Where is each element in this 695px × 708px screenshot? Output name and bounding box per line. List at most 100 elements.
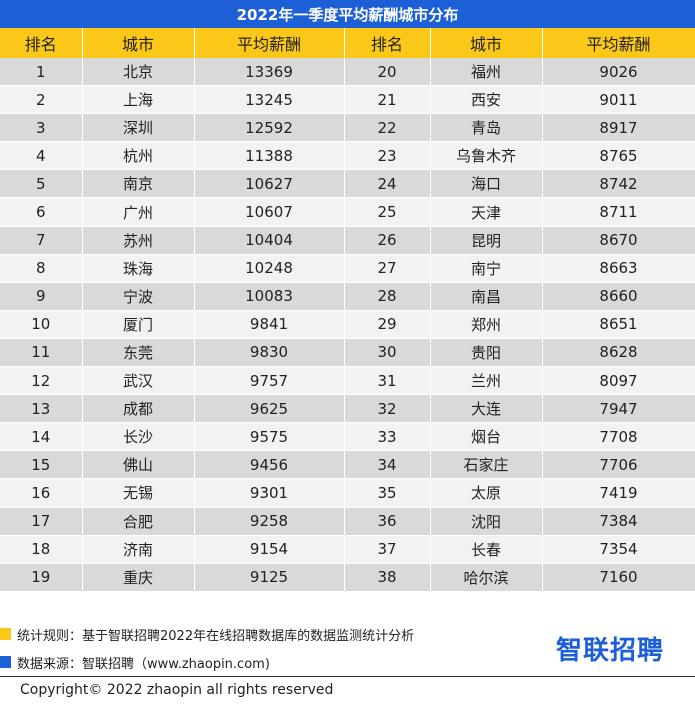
- rank-cell: 20: [344, 58, 431, 87]
- table-row: 15 佛山 9456 34 石家庄 7706: [0, 450, 695, 480]
- salary-cell: 10248: [194, 254, 345, 283]
- table-row: 13 成都 9625 32 大连 7947: [0, 394, 695, 424]
- salary-cell: 9258: [194, 507, 345, 536]
- rank-cell: 11: [0, 338, 83, 368]
- header-rank: 排名: [344, 28, 431, 58]
- city-cell: 太原: [430, 478, 543, 508]
- city-cell: 昆明: [430, 226, 543, 255]
- rank-cell: 34: [344, 450, 431, 480]
- salary-cell: 8660: [542, 282, 695, 311]
- city-cell: 兰州: [430, 366, 543, 396]
- source-note: 数据来源：智联招聘（www.zhaopin.com): [0, 652, 270, 672]
- city-cell: 杭州: [82, 141, 195, 171]
- rank-cell: 36: [344, 507, 431, 536]
- rank-cell: 32: [344, 394, 431, 424]
- city-cell: 重庆: [82, 563, 195, 592]
- table-body: 1 北京 13369 20 福州 9026 2 上海 13245 21 西安 9011 3 深圳 12592…: [0, 58, 695, 592]
- salary-cell: 13245: [194, 85, 345, 115]
- header-rank: 排名: [0, 28, 83, 58]
- table-header-row: 排名 城市 平均薪酬 排名 城市 平均薪酬: [0, 28, 695, 58]
- rank-cell: 9: [0, 282, 83, 311]
- city-cell: 广州: [82, 197, 195, 227]
- salary-cell: 7384: [542, 507, 695, 536]
- table-row: 9 宁波 10083 28 南昌 8660: [0, 282, 695, 311]
- source-note-text: 数据来源：智联招聘（www.zhaopin.com): [17, 656, 270, 672]
- table-row: 5 南京 10627 24 海口 8742: [0, 169, 695, 199]
- city-cell: 无锡: [82, 478, 195, 508]
- salary-cell: 9301: [194, 478, 345, 508]
- salary-cell: 10404: [194, 226, 345, 255]
- rank-cell: 3: [0, 113, 83, 143]
- table-row: 10 厦门 9841 29 郑州 8651: [0, 310, 695, 339]
- table-row: 4 杭州 11388 23 乌鲁木齐 8765: [0, 141, 695, 171]
- table-row: 17 合肥 9258 36 沈阳 7384: [0, 507, 695, 536]
- city-cell: 石家庄: [430, 450, 543, 480]
- salary-cell: 7160: [542, 563, 695, 592]
- city-cell: 南京: [82, 169, 195, 199]
- salary-table: 排名 城市 平均薪酬 排名 城市 平均薪酬 1 北京 13369 20 福州 9026 2 上…: [0, 28, 695, 592]
- salary-cell: 10083: [194, 282, 345, 311]
- rank-cell: 21: [344, 85, 431, 115]
- city-cell: 长春: [430, 535, 543, 564]
- city-cell: 福州: [430, 58, 543, 87]
- city-cell: 宁波: [82, 282, 195, 311]
- rank-cell: 5: [0, 169, 83, 199]
- salary-cell: 8742: [542, 169, 695, 199]
- city-cell: 苏州: [82, 226, 195, 255]
- city-cell: 珠海: [82, 254, 195, 283]
- rank-cell: 24: [344, 169, 431, 199]
- salary-cell: 8097: [542, 366, 695, 396]
- city-cell: 厦门: [82, 310, 195, 339]
- city-cell: 成都: [82, 394, 195, 424]
- rank-cell: 17: [0, 507, 83, 536]
- rank-cell: 2: [0, 85, 83, 115]
- table-row: 3 深圳 12592 22 青岛 8917: [0, 113, 695, 143]
- header-city: 城市: [430, 28, 543, 58]
- table-row: 18 济南 9154 37 长春 7354: [0, 535, 695, 564]
- rank-cell: 22: [344, 113, 431, 143]
- rank-cell: 29: [344, 310, 431, 339]
- rank-cell: 18: [0, 535, 83, 564]
- city-cell: 北京: [82, 58, 195, 87]
- city-cell: 烟台: [430, 422, 543, 452]
- city-cell: 合肥: [82, 507, 195, 536]
- salary-cell: 9125: [194, 563, 345, 592]
- rank-cell: 19: [0, 563, 83, 592]
- city-cell: 哈尔滨: [430, 563, 543, 592]
- salary-cell: 9026: [542, 58, 695, 87]
- rank-cell: 14: [0, 422, 83, 452]
- salary-cell: 9841: [194, 310, 345, 339]
- salary-cell: 10607: [194, 197, 345, 227]
- rank-cell: 10: [0, 310, 83, 339]
- salary-cell: 9456: [194, 450, 345, 480]
- rank-cell: 35: [344, 478, 431, 508]
- table-row: 7 苏州 10404 26 昆明 8670: [0, 226, 695, 255]
- city-cell: 青岛: [430, 113, 543, 143]
- city-cell: 沈阳: [430, 507, 543, 536]
- city-cell: 长沙: [82, 422, 195, 452]
- rank-cell: 38: [344, 563, 431, 592]
- city-cell: 南宁: [430, 254, 543, 283]
- copyright-text: Copyright© 2022 zhaopin all rights reser…: [20, 682, 334, 698]
- salary-cell: 9011: [542, 85, 695, 115]
- rule-note-text: 统计规则：基于智联招聘2022年在线招聘数据库的数据监测统计分析: [17, 628, 415, 644]
- table-row: 6 广州 10607 25 天津 8711: [0, 197, 695, 227]
- rank-cell: 23: [344, 141, 431, 171]
- table-row: 12 武汉 9757 31 兰州 8097: [0, 366, 695, 396]
- rank-cell: 12: [0, 366, 83, 396]
- salary-cell: 10627: [194, 169, 345, 199]
- rank-cell: 27: [344, 254, 431, 283]
- rank-cell: 15: [0, 450, 83, 480]
- salary-cell: 9757: [194, 366, 345, 396]
- table-row: 14 长沙 9575 33 烟台 7708: [0, 422, 695, 452]
- rank-cell: 8: [0, 254, 83, 283]
- city-cell: 东莞: [82, 338, 195, 368]
- table-row: 16 无锡 9301 35 太原 7419: [0, 478, 695, 508]
- footer-divider: [0, 676, 695, 677]
- salary-cell: 8711: [542, 197, 695, 227]
- rank-cell: 25: [344, 197, 431, 227]
- header-city: 城市: [82, 28, 195, 58]
- header-salary: 平均薪酬: [194, 28, 345, 58]
- city-cell: 济南: [82, 535, 195, 564]
- city-cell: 天津: [430, 197, 543, 227]
